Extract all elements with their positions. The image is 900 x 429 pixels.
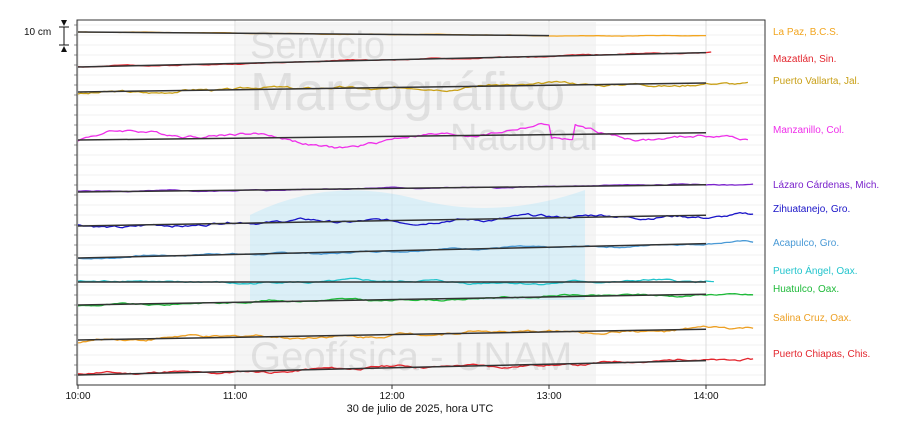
legend-label: Huatulco, Oax. bbox=[773, 284, 839, 295]
trend-lines bbox=[77, 31, 707, 376]
legend-label: Zihuatanejo, Gro. bbox=[773, 204, 850, 215]
legend: La Paz, B.C.S. Mazatlán, Sin. Puerto Valla… bbox=[773, 27, 879, 360]
x-tick-label: 13:00 bbox=[536, 391, 561, 402]
trend-line bbox=[77, 359, 707, 376]
trend-line bbox=[77, 82, 707, 93]
legend-label: Puerto Vallarta, Jal. bbox=[773, 76, 860, 87]
trend-line bbox=[77, 51, 707, 68]
legend-label: Puerto Chiapas, Chis. bbox=[773, 349, 870, 360]
watermark-line-4: Geofísica - UNAM bbox=[250, 335, 572, 379]
x-axis: 10:00 11:00 12:00 13:00 14:00 bbox=[65, 385, 719, 402]
wave-logo-icon bbox=[250, 190, 585, 300]
legend-label: Mazatlán, Sin. bbox=[773, 54, 836, 65]
arrow-up-icon bbox=[61, 46, 67, 52]
x-tick-label: 14:00 bbox=[693, 391, 718, 402]
scale-bar: 10 cm bbox=[24, 20, 69, 52]
watermark: Servicio Mareográfico Nacional Geofísica… bbox=[236, 22, 598, 384]
plot-frame bbox=[76, 19, 766, 386]
watermark-line-3: Nacional bbox=[450, 117, 598, 159]
scale-bar-label: 10 cm bbox=[24, 27, 51, 38]
trend-line bbox=[77, 184, 707, 193]
trend-line bbox=[77, 328, 707, 341]
trend-line bbox=[77, 31, 550, 37]
legend-label: Lázaro Cárdenas, Mich. bbox=[773, 180, 879, 191]
trend-line bbox=[77, 293, 707, 306]
x-tick-label: 12:00 bbox=[379, 391, 404, 402]
x-tick-label: 10:00 bbox=[65, 391, 90, 402]
legend-label: Acapulco, Gro. bbox=[773, 238, 839, 249]
watermark-line-2: Mareográfico bbox=[250, 62, 565, 122]
trace-line bbox=[77, 211, 754, 229]
legend-label: Manzanillo, Col. bbox=[773, 125, 844, 136]
legend-label: Puerto Ángel, Oax. bbox=[773, 264, 858, 277]
legend-label: Salina Cruz, Oax. bbox=[773, 313, 851, 324]
x-tick-label: 11:00 bbox=[223, 391, 248, 402]
arrow-down-icon bbox=[61, 20, 67, 26]
trend-line bbox=[77, 132, 707, 141]
trend-line bbox=[77, 214, 707, 227]
trend-line bbox=[77, 242, 707, 259]
legend-label: La Paz, B.C.S. bbox=[773, 27, 839, 38]
x-axis-label: 30 de julio de 2025, hora UTC bbox=[347, 403, 494, 415]
